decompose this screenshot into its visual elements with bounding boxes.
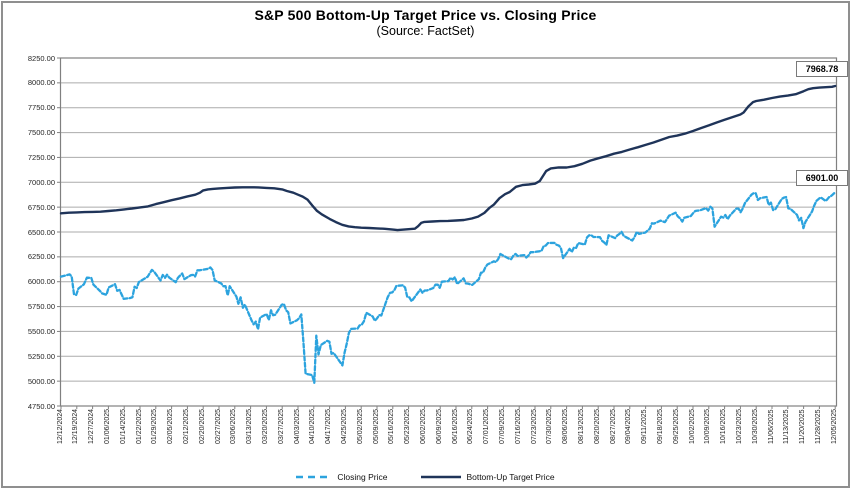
- x-axis-tick-label: 01/22/2025: [135, 409, 143, 445]
- x-axis-tick-label: 05/02/2025: [356, 409, 364, 445]
- legend-label-target-price: Bottom-Up Target Price: [466, 472, 555, 482]
- x-axis-tick-label: 10/16/2025: [720, 409, 728, 445]
- chart-subtitle: (Source: FactSet): [376, 24, 475, 38]
- target-price-swatch-icon: [421, 475, 462, 479]
- y-axis-tick-label: 6750.00: [27, 202, 55, 212]
- chart-title: S&P 500 Bottom-Up Target Price vs. Closi…: [254, 7, 597, 23]
- x-axis-tick-label: 09/04/2025: [625, 409, 633, 445]
- x-axis-tick-label: 04/17/2025: [325, 409, 333, 445]
- target-price-line: [59, 84, 837, 232]
- x-axis-tick-label: 09/25/2025: [672, 409, 680, 445]
- x-axis-tick-label: 08/27/2025: [609, 409, 617, 445]
- x-axis-tick-label: 11/28/2025: [814, 409, 822, 444]
- x-axis-tick-label: 05/23/2025: [404, 409, 412, 445]
- x-axis-tick-label: 01/06/2025: [103, 409, 111, 445]
- x-axis-tick-label: 04/25/2025: [340, 409, 348, 445]
- y-axis-tick-label: 7750.00: [27, 103, 55, 113]
- x-axis-tick-label: 12/05/2025: [830, 409, 838, 445]
- y-axis-tick-label: 7250.00: [27, 152, 55, 162]
- x-axis-tick-label: 08/13/2025: [577, 409, 585, 445]
- x-axis-tick-label: 08/20/2025: [593, 409, 601, 445]
- x-axis-tick-label: 03/13/2025: [246, 409, 254, 445]
- x-axis-tick-label: 02/20/2025: [198, 409, 206, 445]
- x-axis-tick-label: 06/09/2025: [435, 409, 443, 445]
- x-axis-tick-label: 07/09/2025: [498, 409, 506, 445]
- x-axis-tick-label: 07/01/2025: [483, 409, 491, 445]
- y-axis-tick-label: 5500.00: [27, 326, 55, 336]
- x-axis-tick-label: 12/19/2024: [72, 409, 80, 445]
- x-axis-tick-label: 10/09/2025: [704, 409, 712, 445]
- y-axis-tick-label: 8250.00: [27, 53, 55, 63]
- y-axis-tick-label: 4750.00: [27, 401, 55, 411]
- legend-item-closing-price: Closing Price: [296, 472, 387, 482]
- closing-price-callout: 6901.00: [796, 170, 848, 186]
- x-axis-tick-label: 12/27/2024: [88, 409, 96, 445]
- x-axis-tick-label: 06/16/2025: [451, 409, 459, 445]
- y-axis-tick-label: 6500.00: [27, 227, 55, 237]
- x-axis-tick-label: 10/02/2025: [688, 409, 696, 445]
- x-axis-tick-label: 10/30/2025: [751, 409, 759, 445]
- x-axis-tick-label: 02/27/2025: [214, 409, 222, 445]
- legend: Closing Price Bottom-Up Target Price: [0, 472, 851, 482]
- legend-item-target-price: Bottom-Up Target Price: [421, 472, 555, 482]
- x-axis-tick-label: 06/02/2025: [419, 409, 427, 445]
- y-axis-tick-label: 7500.00: [27, 128, 55, 138]
- target-price-callout: 7968.78: [796, 61, 848, 77]
- x-axis-tick-label: 11/20/2025: [799, 409, 807, 444]
- x-axis-tick-label: 02/05/2025: [167, 409, 175, 445]
- y-axis-tick-label: 5250.00: [27, 351, 55, 361]
- x-axis-tick-label: 02/12/2025: [182, 409, 190, 445]
- x-axis-tick-label: 09/11/2025: [641, 409, 649, 444]
- x-axis-tick-label: 04/03/2025: [293, 409, 301, 445]
- y-axis-tick-label: 6250.00: [27, 252, 55, 262]
- x-axis-tick-label: 05/09/2025: [372, 409, 380, 445]
- x-axis-tick-label: 07/30/2025: [546, 409, 554, 445]
- x-axis-tick-label: 08/06/2025: [562, 409, 570, 445]
- x-axis-tick-label: 03/27/2025: [277, 409, 285, 445]
- x-axis-tick-label: 04/10/2025: [309, 409, 317, 445]
- y-axis-tick-label: 7000.00: [27, 177, 55, 187]
- x-axis-tick-label: 07/23/2025: [530, 409, 538, 445]
- x-axis-tick-label: 10/23/2025: [735, 409, 743, 445]
- x-axis-tick-label: 12/12/2024: [56, 409, 64, 445]
- y-axis-tick-label: 5750.00: [27, 302, 55, 312]
- closing-price-swatch-icon: [296, 475, 333, 479]
- plot-frame: [59, 57, 838, 407]
- closing-price-line: [59, 190, 837, 384]
- x-axis-tick-label: 01/29/2025: [151, 409, 159, 445]
- x-axis-tick-label: 06/24/2025: [467, 409, 475, 445]
- x-axis-tick-label: 11/13/2025: [783, 409, 791, 444]
- x-axis-tick-label: 03/20/2025: [261, 409, 269, 445]
- x-axis-tick-label: 05/16/2025: [388, 409, 396, 445]
- x-axis-tick-label: 09/18/2025: [656, 409, 664, 445]
- y-axis-tick-label: 8000.00: [27, 78, 55, 88]
- x-axis-tick-label: 01/14/2025: [119, 409, 127, 445]
- y-axis-tick-label: 6000.00: [27, 277, 55, 287]
- legend-label-closing-price: Closing Price: [337, 472, 388, 482]
- x-axis-tick-label: 07/16/2025: [514, 409, 522, 445]
- x-axis-tick-label: 11/06/2025: [767, 409, 775, 444]
- x-axis-tick-label: 03/06/2025: [230, 409, 238, 445]
- y-axis-tick-label: 5000.00: [27, 376, 55, 386]
